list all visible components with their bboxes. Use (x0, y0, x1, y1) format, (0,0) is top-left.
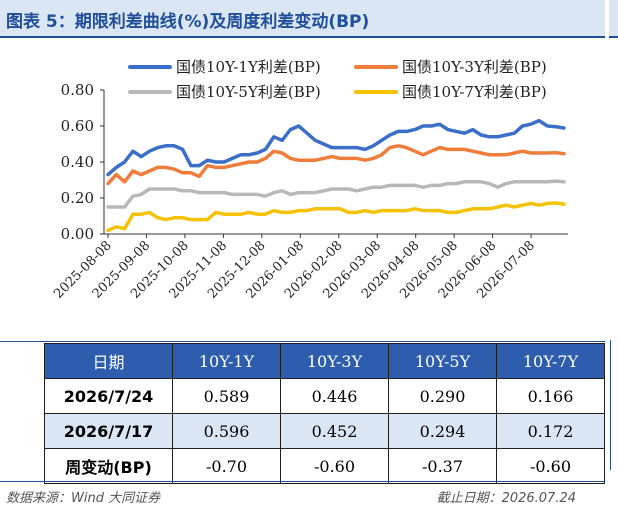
cell-value: -0.60 (496, 448, 605, 484)
adjacent-panel-fragment (610, 340, 618, 470)
divider-bottom (0, 481, 605, 482)
adjacent-panel-title-bar (609, 0, 618, 38)
y-tick-label: 0.60 (61, 117, 94, 135)
header-10y-1y: 10Y-1Y (172, 343, 281, 379)
chart-legend: 国债10Y-1Y利差(BP) 国债10Y-3Y利差(BP) 国债10Y-5Y利差(B… (128, 58, 547, 101)
cell-value: 0.452 (280, 413, 389, 449)
cell-value: 0.589 (172, 378, 281, 414)
y-tick-label: 0.40 (61, 153, 94, 171)
table-row: 2026/7/17 0.596 0.452 0.294 0.172 (44, 413, 605, 449)
series-line (106, 201, 566, 233)
legend-label: 国债10Y-1Y利差(BP) (176, 58, 321, 76)
legend-label: 国债10Y-7Y利差(BP) (402, 83, 547, 101)
header-10y-5y: 10Y-5Y (388, 343, 497, 379)
data-source: 数据来源：Wind 大同证券 (6, 491, 161, 506)
chart-axes (103, 90, 568, 235)
header-10y-3y: 10Y-3Y (280, 343, 389, 379)
page-title: 图表 5：期限利差曲线(%)及周度利差变动(BP) (6, 12, 370, 32)
y-tick-label: 0.80 (61, 81, 94, 99)
cell-value: -0.70 (172, 448, 281, 484)
table-header-row: 日期 10Y-1Y 10Y-3Y 10Y-5Y 10Y-7Y (44, 343, 605, 379)
legend-label: 国债10Y-5Y利差(BP) (176, 83, 321, 101)
chart-series (106, 118, 566, 233)
table-row: 周变动(BP) -0.70 -0.60 -0.37 -0.60 (44, 448, 605, 484)
row-label: 周变动(BP) (44, 448, 173, 484)
title-bar: 图表 5：期限利差曲线(%)及周度利差变动(BP) (0, 0, 605, 38)
x-axis-labels: 2025-08-082025-09-082025-10-082025-11-08… (51, 234, 538, 302)
spread-table: 日期 10Y-1Y 10Y-3Y 10Y-5Y 10Y-7Y 2026/7/24… (44, 343, 605, 484)
series-line (106, 179, 566, 209)
header-date: 日期 (44, 343, 173, 379)
as-of-date: 截止日期：2026.07.24 (436, 491, 576, 506)
series-line (106, 118, 566, 177)
header-10y-7y: 10Y-7Y (496, 343, 605, 379)
table-row: 2026/7/24 0.589 0.446 0.290 0.166 (44, 378, 605, 414)
legend-label: 国债10Y-3Y利差(BP) (402, 58, 547, 76)
y-tick-label: 0.00 (61, 225, 94, 243)
cell-value: 0.166 (496, 378, 605, 414)
series-line (106, 144, 566, 186)
cell-value: 0.172 (496, 413, 605, 449)
row-label: 2026/7/17 (44, 413, 173, 449)
cell-value: -0.37 (388, 448, 497, 484)
divider-top (0, 341, 605, 342)
cell-value: 0.596 (172, 413, 281, 449)
y-axis-labels: 0.00 0.20 0.40 0.60 0.80 (61, 81, 104, 243)
adjacent-panel-edge (607, 0, 618, 514)
cell-value: -0.60 (280, 448, 389, 484)
cell-value: 0.446 (280, 378, 389, 414)
y-tick-label: 0.20 (61, 189, 94, 207)
cell-value: 0.290 (388, 378, 497, 414)
line-chart: 国债10Y-1Y利差(BP) 国债10Y-3Y利差(BP) 国债10Y-5Y利差(B… (51, 58, 568, 302)
row-label: 2026/7/24 (44, 378, 173, 414)
cell-value: 0.294 (388, 413, 497, 449)
